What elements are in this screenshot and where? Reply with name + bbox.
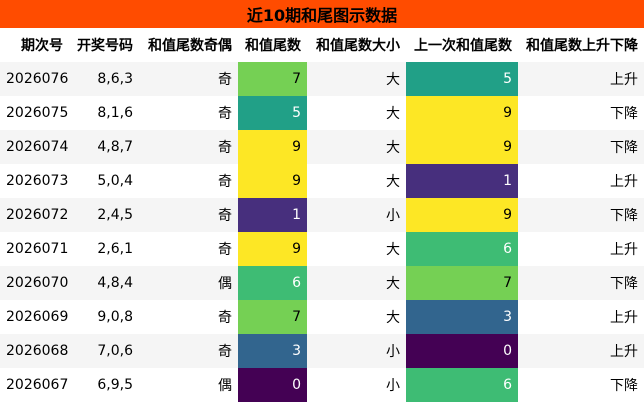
tail-cell: 0 <box>238 368 307 402</box>
trend-cell: 上升 <box>518 62 644 96</box>
size-cell: 大 <box>307 96 406 130</box>
numbers-cell: 5,0,4 <box>69 164 139 198</box>
numbers-cell: 4,8,7 <box>69 130 139 164</box>
parity-cell: 奇 <box>139 62 238 96</box>
issue-cell: 2026072 <box>0 198 69 232</box>
size-cell: 大 <box>307 300 406 334</box>
header-size: 和值尾数大小 <box>316 38 400 54</box>
issue-cell: 2026075 <box>0 96 69 130</box>
parity-cell: 奇 <box>139 334 238 368</box>
table-title: 近10期和尾图示数据 <box>0 0 644 28</box>
tail-cell: 3 <box>238 334 307 368</box>
prev-tail-cell: 6 <box>406 232 518 266</box>
parity-cell: 奇 <box>139 164 238 198</box>
issue-cell: 2026068 <box>0 334 69 368</box>
numbers-cell: 2,4,5 <box>69 198 139 232</box>
issue-cell: 2026070 <box>0 266 69 300</box>
table-body: 2026076 8,6,3 奇 7 大 5 上升 2026075 8,1,6 奇 5 大 9 下降 2026… <box>0 62 644 402</box>
table-row: 2026074 4,8,7 奇 9 大 9 下降 <box>0 130 644 164</box>
parity-cell: 奇 <box>139 130 238 164</box>
tail-cell: 6 <box>238 266 307 300</box>
parity-cell: 偶 <box>139 266 238 300</box>
size-cell: 大 <box>307 232 406 266</box>
numbers-cell: 9,0,8 <box>69 300 139 334</box>
trend-cell: 上升 <box>518 232 644 266</box>
issue-cell: 2026076 <box>0 62 69 96</box>
size-cell: 大 <box>307 62 406 96</box>
prev-tail-cell: 6 <box>406 368 518 402</box>
size-cell: 小 <box>307 198 406 232</box>
numbers-cell: 4,8,4 <box>69 266 139 300</box>
numbers-cell: 7,0,6 <box>69 334 139 368</box>
size-cell: 大 <box>307 164 406 198</box>
header-parity: 和值尾数奇偶 <box>148 38 232 54</box>
header-row: 期次号 开奖号码 和值尾数奇偶 和值尾数 和值尾数大小 上一次和值尾数 和值尾数… <box>0 28 644 62</box>
prev-tail-cell: 9 <box>406 130 518 164</box>
size-cell: 小 <box>307 334 406 368</box>
table-row: 2026069 9,0,8 奇 7 大 3 上升 <box>0 300 644 334</box>
prev-tail-cell: 3 <box>406 300 518 334</box>
issue-cell: 2026073 <box>0 164 69 198</box>
size-cell: 小 <box>307 368 406 402</box>
table-row: 2026067 6,9,5 偶 0 小 6 下降 <box>0 368 644 402</box>
prev-tail-cell: 9 <box>406 96 518 130</box>
parity-cell: 奇 <box>139 300 238 334</box>
table-row: 2026068 7,0,6 奇 3 小 0 上升 <box>0 334 644 368</box>
issue-cell: 2026067 <box>0 368 69 402</box>
prev-tail-cell: 0 <box>406 334 518 368</box>
size-cell: 大 <box>307 266 406 300</box>
issue-cell: 2026074 <box>0 130 69 164</box>
header-tail: 和值尾数 <box>245 38 301 54</box>
header-numbers: 开奖号码 <box>77 38 133 54</box>
parity-cell: 奇 <box>139 232 238 266</box>
prev-tail-cell: 1 <box>406 164 518 198</box>
prev-tail-cell: 9 <box>406 198 518 232</box>
trend-cell: 上升 <box>518 164 644 198</box>
header-issue: 期次号 <box>21 38 63 54</box>
tail-cell: 7 <box>238 300 307 334</box>
size-cell: 大 <box>307 130 406 164</box>
header-trend: 和值尾数上升下降 <box>526 38 638 54</box>
parity-cell: 偶 <box>139 368 238 402</box>
parity-cell: 奇 <box>139 198 238 232</box>
trend-cell: 上升 <box>518 334 644 368</box>
numbers-cell: 8,1,6 <box>69 96 139 130</box>
tail-cell: 7 <box>238 62 307 96</box>
tail-cell: 9 <box>238 130 307 164</box>
trend-cell: 下降 <box>518 266 644 300</box>
issue-cell: 2026071 <box>0 232 69 266</box>
trend-cell: 下降 <box>518 198 644 232</box>
prev-tail-cell: 7 <box>406 266 518 300</box>
tail-cell: 9 <box>238 164 307 198</box>
parity-cell: 奇 <box>139 96 238 130</box>
numbers-cell: 2,6,1 <box>69 232 139 266</box>
table-row: 2026076 8,6,3 奇 7 大 5 上升 <box>0 62 644 96</box>
tail-cell: 9 <box>238 232 307 266</box>
data-table: 期次号 开奖号码 和值尾数奇偶 和值尾数 和值尾数大小 上一次和值尾数 和值尾数… <box>0 28 644 402</box>
table-row: 2026070 4,8,4 偶 6 大 7 下降 <box>0 266 644 300</box>
table-row: 2026072 2,4,5 奇 1 小 9 下降 <box>0 198 644 232</box>
table-row: 2026073 5,0,4 奇 9 大 1 上升 <box>0 164 644 198</box>
table-row: 2026075 8,1,6 奇 5 大 9 下降 <box>0 96 644 130</box>
trend-cell: 下降 <box>518 130 644 164</box>
header-prev-tail: 上一次和值尾数 <box>414 38 512 54</box>
tail-cell: 1 <box>238 198 307 232</box>
tail-cell: 5 <box>238 96 307 130</box>
prev-tail-cell: 5 <box>406 62 518 96</box>
trend-cell: 下降 <box>518 96 644 130</box>
issue-cell: 2026069 <box>0 300 69 334</box>
table-row: 2026071 2,6,1 奇 9 大 6 上升 <box>0 232 644 266</box>
trend-cell: 下降 <box>518 368 644 402</box>
numbers-cell: 8,6,3 <box>69 62 139 96</box>
trend-cell: 上升 <box>518 300 644 334</box>
numbers-cell: 6,9,5 <box>69 368 139 402</box>
